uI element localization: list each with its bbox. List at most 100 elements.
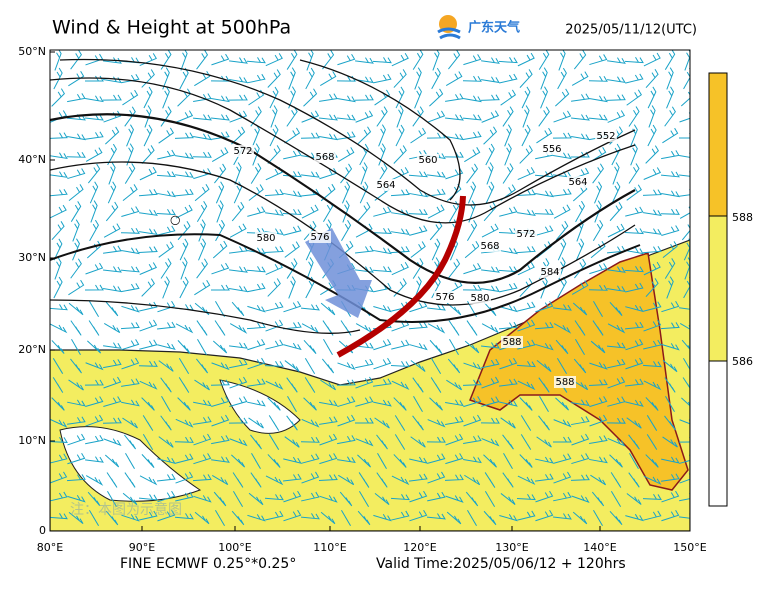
wind-barb: [678, 436, 690, 443]
wind-barb: [53, 67, 63, 90]
wind-barb: [431, 238, 441, 261]
wind-barb: [642, 493, 662, 500]
wind-barb: [499, 282, 518, 293]
wind-barb: [247, 399, 266, 407]
wind-barb: [666, 276, 674, 299]
wind-barb: [67, 133, 86, 141]
wind-barb: [516, 494, 536, 501]
wind-barb: [427, 471, 446, 484]
wind-barb: [462, 379, 482, 386]
wind-barb: [571, 495, 590, 503]
wind-barb: [377, 452, 387, 470]
wind-barb: [499, 513, 518, 522]
wind-barb: [283, 342, 302, 351]
wind-barb: [288, 276, 296, 299]
wind-barb: [265, 339, 284, 350]
wind-barb: [465, 491, 479, 507]
wind-barb: [664, 377, 676, 393]
wind-barb: [629, 452, 639, 470]
wind-barb: [661, 473, 680, 482]
wind-barb: [462, 114, 482, 121]
wind-barb: [571, 416, 590, 426]
wind-barb: [661, 190, 680, 198]
wind-barb: [139, 319, 158, 332]
wind-barb: [265, 319, 284, 332]
wind-barb: [590, 474, 607, 486]
wind-barb: [156, 473, 176, 482]
wind-barb: [481, 376, 500, 389]
map-area: ○ 注：本图为示意图 572 568 560 556 552 564 564 580 576 56…: [50, 50, 690, 531]
wind-barb: [481, 285, 500, 293]
wind-barb: [412, 415, 424, 431]
wind-barb: [229, 396, 248, 407]
wind-barb: [464, 147, 481, 163]
wind-barb: [103, 223, 121, 238]
wind-barb: [502, 434, 514, 450]
wind-barb: [301, 171, 320, 178]
wind-barb: [648, 105, 656, 128]
wind-barb: [463, 263, 482, 275]
wind-barb: [557, 67, 567, 90]
wind-barb: [229, 223, 247, 238]
wind-barb: [464, 474, 481, 486]
wind-barb: [288, 67, 296, 90]
contour-label-bg: [469, 292, 491, 304]
wind-barb: [357, 201, 371, 222]
wind-barb: [286, 50, 298, 70]
wind-barb: [67, 416, 86, 425]
wind-barb: [590, 340, 606, 354]
wind-barb: [51, 397, 65, 411]
wind-barb: [175, 323, 194, 334]
wind-barb: [68, 184, 84, 202]
wind-barb: [156, 171, 176, 178]
wind-barb: [643, 319, 662, 332]
wind-barb: [521, 86, 531, 109]
wind-barb: [516, 246, 536, 254]
wind-barb: [319, 399, 338, 407]
wind-barb: [246, 57, 266, 64]
wind-barb: [536, 127, 553, 144]
wind-barb: [336, 379, 356, 386]
lat-label: 0: [39, 524, 46, 537]
wind-barb: [355, 110, 374, 123]
wind-barb: [481, 76, 500, 84]
wind-barb: [300, 513, 320, 520]
wind-barb: [592, 220, 604, 241]
wind-barb: [122, 492, 138, 506]
wind-barb: [283, 456, 302, 464]
wind-barb: [519, 397, 533, 411]
wind-barb: [426, 513, 446, 520]
wind-barb: [50, 491, 68, 502]
wind-barb: [103, 245, 122, 254]
wind-barb: [157, 456, 176, 465]
wind-barb: [408, 171, 428, 178]
wind-barb: [414, 67, 422, 90]
wind-barb: [502, 163, 514, 184]
wind-barb: [373, 247, 392, 255]
wind-barb: [643, 380, 662, 391]
wind-barb: [143, 86, 153, 109]
wind-barb: [305, 67, 315, 90]
wind-barb: [139, 166, 157, 181]
wind-barb: [124, 472, 136, 488]
contour-label-bg: [595, 130, 617, 142]
wind-barb: [645, 69, 659, 89]
wind-barb: [102, 94, 122, 101]
wind-barb: [552, 132, 572, 139]
wind-barb: [519, 145, 533, 164]
contour-label-bg: [515, 228, 537, 240]
wind-barb: [589, 362, 608, 370]
wind-barb: [534, 322, 554, 330]
wind-barb: [412, 50, 424, 70]
wind-barb: [318, 114, 338, 121]
wind-barb: [429, 88, 444, 107]
wind-barb: [390, 360, 410, 368]
title: Wind & Height at 500hPa: [52, 17, 291, 39]
wind-barb: [194, 184, 210, 202]
wind-barb: [409, 342, 428, 351]
wind-barb: [466, 219, 478, 242]
wind-barb: [103, 285, 122, 293]
wind-barb: [610, 472, 622, 488]
wind-barb: [68, 302, 84, 316]
wind-barb: [427, 204, 445, 219]
